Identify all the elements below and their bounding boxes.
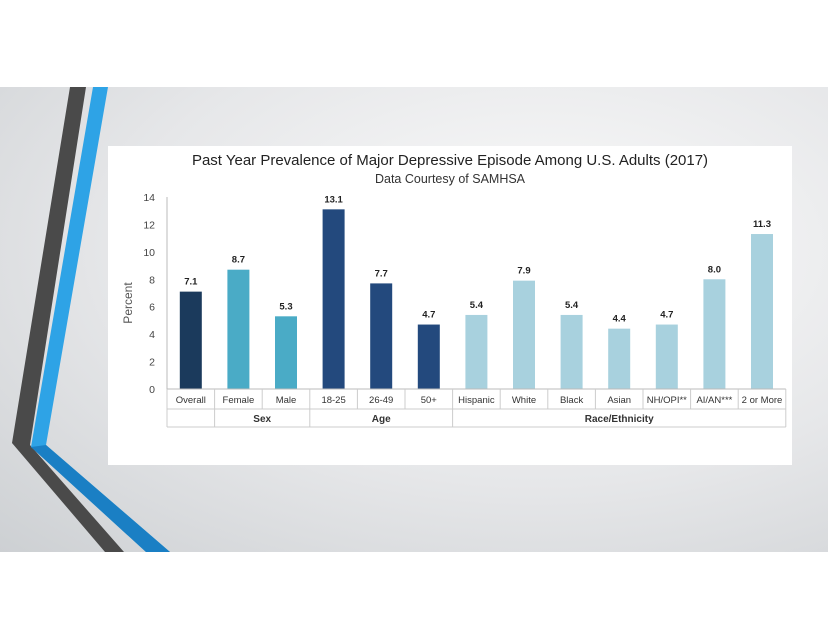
- bar-value-label: 5.4: [470, 300, 484, 311]
- chart-subtitle: Data Courtesy of SAMHSA: [374, 172, 526, 186]
- chart-card: Past Year Prevalence of Major Depressive…: [108, 146, 792, 465]
- bar-value-label: 11.3: [753, 219, 771, 230]
- bar: [703, 279, 726, 389]
- bar: [513, 280, 535, 389]
- blue-stripe-lower: [31, 445, 170, 552]
- bar-value-label: 8.0: [708, 264, 721, 275]
- bar-value-label: 4.4: [613, 314, 627, 325]
- bar: [465, 314, 488, 389]
- bar-value-label: 5.3: [279, 301, 292, 312]
- group-label: Race/Ethnicity: [585, 414, 654, 425]
- x-tick-label: NH/OPI**: [647, 395, 687, 406]
- x-tick-label: 2 or More: [742, 395, 783, 406]
- decorative-stripes: [12, 87, 170, 552]
- x-tick-label: Overall: [176, 395, 206, 406]
- y-tick-label: 2: [149, 357, 155, 369]
- chart-title: Past Year Prevalence of Major Depressive…: [191, 152, 709, 169]
- bar-chart: 0 2 4 6 8 10 12 14 7.1 8.7 5.3 13.1 7.7 4.7 5.4 7.9 5.4 4…: [143, 192, 787, 428]
- bar: [560, 314, 583, 389]
- slide-background: Past Year Prevalence of Major Depressive…: [0, 87, 828, 552]
- bar-value-label: 5.4: [565, 300, 579, 311]
- bar-value-label: 13.1: [324, 194, 343, 205]
- bar-value-label: 4.7: [422, 310, 435, 321]
- bar-value-label: 7.9: [517, 266, 530, 277]
- bar: [417, 324, 440, 389]
- bar-value-label: 7.1: [184, 277, 198, 288]
- bar: [275, 316, 297, 389]
- y-tick-label: 12: [143, 219, 155, 231]
- dark-stripe: [12, 87, 124, 552]
- group-label: Age: [372, 414, 391, 425]
- bar: [655, 324, 678, 389]
- y-tick-label: 4: [149, 329, 155, 341]
- bar-value-label: 8.7: [232, 255, 245, 266]
- y-tick-label: 8: [149, 274, 155, 286]
- blue-stripe: [31, 87, 170, 552]
- x-tick-label: Male: [276, 395, 297, 406]
- x-tick-label: AI/AN***: [696, 395, 732, 406]
- group-label: Sex: [253, 414, 271, 425]
- bar: [227, 269, 250, 389]
- bar: [370, 283, 393, 389]
- y-tick-label: 14: [143, 192, 155, 204]
- bar: [608, 328, 631, 389]
- y-tick-label: 6: [149, 302, 155, 314]
- bar: [179, 291, 202, 389]
- x-tick-label: Hispanic: [458, 395, 495, 406]
- x-tick-label: Black: [560, 395, 583, 406]
- bar-value-label: 4.7: [660, 310, 673, 321]
- x-tick-label: Asian: [607, 395, 631, 406]
- bar: [751, 234, 773, 389]
- x-tick-label: Female: [223, 395, 255, 406]
- bar-value-label: 7.7: [375, 268, 388, 279]
- y-tick-label: 0: [149, 384, 155, 396]
- x-tick-label: 26-49: [369, 395, 393, 406]
- x-tick-label: 18-25: [321, 395, 345, 406]
- x-tick-label: White: [512, 395, 536, 406]
- x-tick-label: 50+: [421, 395, 438, 406]
- bar: [322, 209, 345, 389]
- y-tick-label: 10: [143, 247, 155, 259]
